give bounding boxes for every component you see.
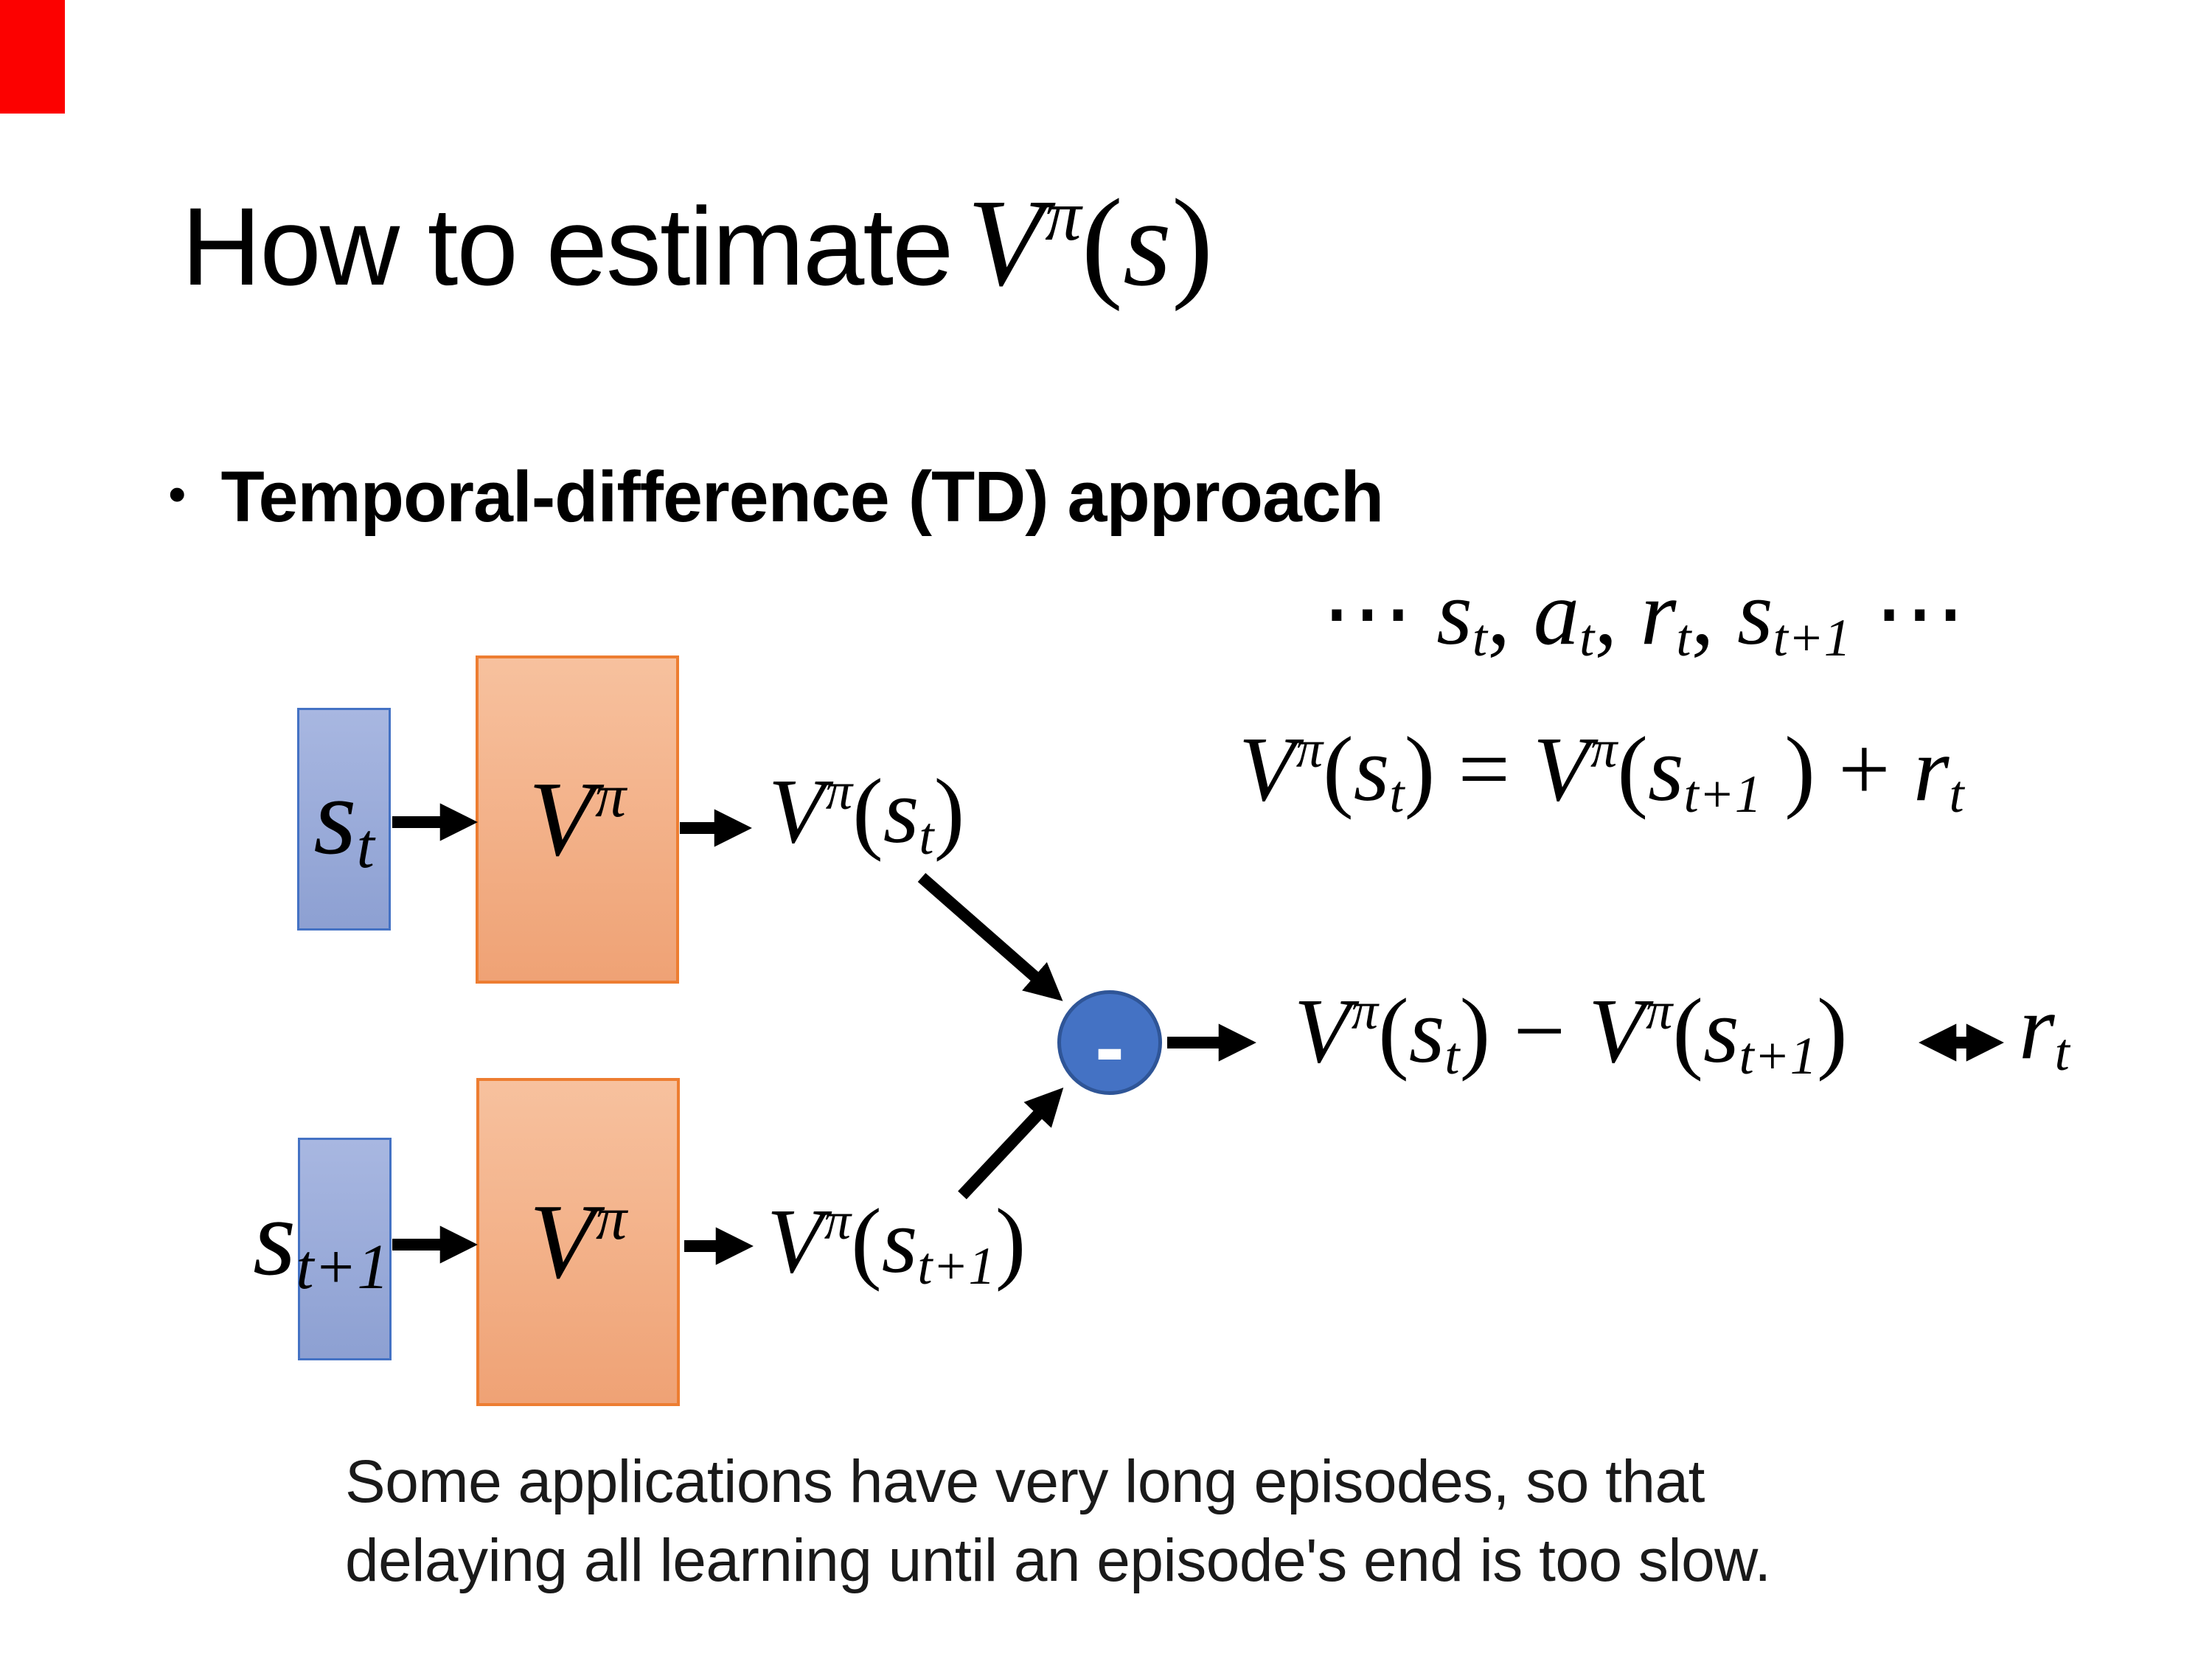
arrow-output-t1-to-minus — [958, 1087, 1064, 1200]
slide-title-text: How to estimate — [181, 184, 953, 308]
value-network-box-2: Vπ — [476, 1078, 680, 1406]
bullet-marker: • — [168, 465, 186, 523]
state-box-t1 — [298, 1138, 392, 1360]
bullet-text: Temporal-difference (TD) approach — [220, 456, 1384, 537]
value-network-box-1: Vπ — [476, 655, 679, 984]
state-box-t: st — [297, 708, 391, 931]
state-label-t: st — [313, 754, 375, 882]
slide-title: How to estimate Vπ(s) — [181, 173, 1214, 312]
value-network-label-1: Vπ — [528, 760, 627, 879]
footnote: Some applications have very long episode… — [345, 1442, 1771, 1601]
bullet-item: • Temporal-difference (TD) approach — [168, 456, 1384, 538]
footnote-line-1: Some applications have very long episode… — [345, 1448, 1705, 1515]
minus-circle: - — [1057, 990, 1162, 1095]
value-network-label-2: Vπ — [529, 1183, 627, 1301]
slide-title-math: Vπ(s) — [967, 173, 1214, 312]
reward-label: rt — [2019, 977, 2070, 1082]
footnote-line-2: delaying all learning until an episode's… — [345, 1527, 1771, 1595]
value-output-t1: Vπ(st+1) — [767, 1190, 1026, 1295]
corner-red-mark — [0, 0, 65, 114]
value-output-t: Vπ(st) — [768, 760, 965, 866]
td-equation: Vπ(st) = Vπ(st+1 ) + rt — [1239, 718, 1964, 824]
result-expression: Vπ(st) − Vπ(st+1) — [1294, 980, 1848, 1085]
arrow-output-t-to-minus — [917, 872, 1063, 1001]
trajectory-math: ⋯ st, at, rt, st+1 ⋯ — [1321, 563, 1966, 667]
state-label-t1: st+1 — [253, 1176, 389, 1303]
